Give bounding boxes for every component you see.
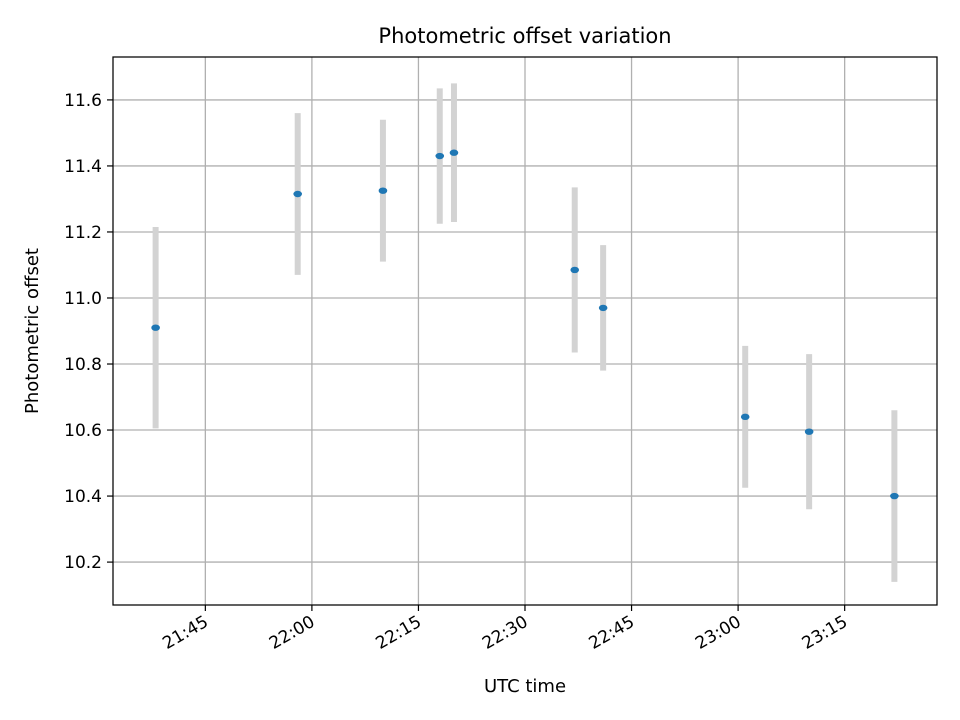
data-point: [804, 428, 814, 435]
x-tick-label: 23:15: [799, 612, 851, 654]
x-tick-label: 22:15: [373, 612, 425, 654]
data-point: [293, 190, 302, 198]
data-point: [570, 266, 580, 274]
x-tick-label: 22:30: [479, 612, 531, 654]
y-tick-label: 11.4: [64, 157, 102, 177]
chart-title: Photometric offset variation: [378, 24, 671, 48]
data-point: [435, 152, 445, 160]
grid: [113, 57, 937, 605]
x-tick-label: 23:00: [692, 612, 744, 654]
x-axis-title: UTC time: [484, 676, 566, 697]
y-tick-label: 11.0: [64, 289, 102, 309]
data-point: [890, 492, 899, 500]
data-point: [598, 304, 608, 312]
data-point: [740, 413, 750, 421]
y-axis-ticks: 10.2 10.4 10.6 10.8 11.0 11.2 11.4 11.6: [64, 91, 113, 573]
data-point: [151, 324, 160, 331]
y-tick-label: 11.6: [64, 91, 102, 111]
y-tick-label: 10.8: [64, 355, 102, 375]
y-tick-label: 11.2: [64, 223, 102, 243]
x-tick-label: 22:00: [266, 612, 318, 654]
data-point: [449, 149, 459, 156]
y-tick-label: 10.2: [64, 553, 102, 573]
x-tick-label: 22:45: [586, 612, 638, 654]
y-tick-label: 10.4: [64, 487, 102, 507]
y-tick-label: 10.6: [64, 421, 102, 441]
data-point: [378, 187, 388, 194]
y-axis-title: Photometric offset: [22, 248, 43, 414]
data-points: [151, 149, 899, 500]
x-tick-label: 21:45: [159, 612, 211, 654]
x-axis-ticks: 21:45 22:00 22:15 22:30 22:45 23:00 23:15: [159, 605, 851, 654]
